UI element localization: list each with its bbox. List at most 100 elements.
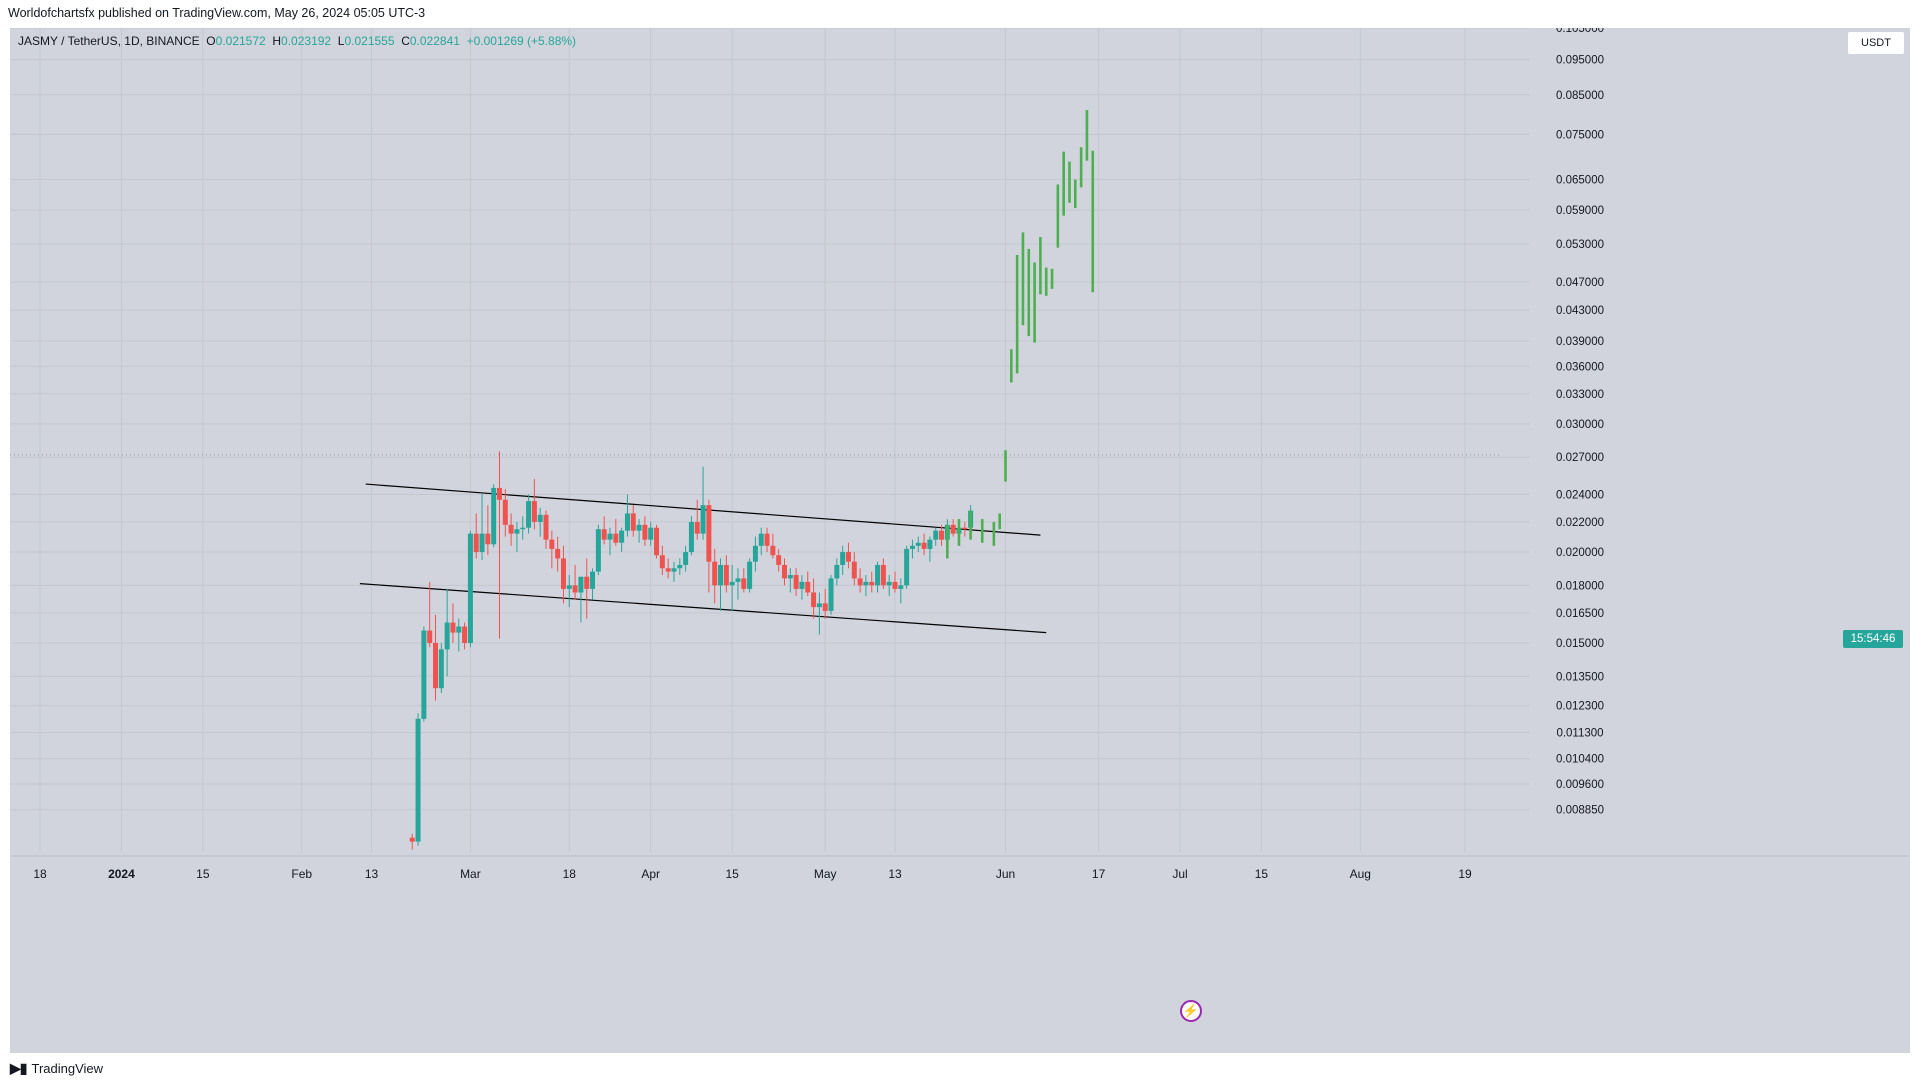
candle-body bbox=[526, 501, 532, 528]
candle-body bbox=[752, 545, 758, 562]
candle bbox=[770, 533, 776, 559]
legend-high-label: H bbox=[272, 34, 282, 48]
candle bbox=[479, 494, 485, 561]
candle-body bbox=[683, 552, 689, 565]
candle bbox=[822, 588, 828, 619]
candle bbox=[578, 576, 584, 623]
candle-body bbox=[560, 558, 566, 589]
time-tick-label: May bbox=[814, 867, 837, 881]
candle-body bbox=[828, 578, 834, 611]
grid bbox=[10, 27, 1530, 857]
candle-body bbox=[456, 626, 462, 633]
candle-body bbox=[758, 533, 764, 546]
candle bbox=[886, 574, 892, 597]
candle-body bbox=[886, 581, 892, 586]
price-tick-label: 0.095000 bbox=[1556, 55, 1604, 67]
candle bbox=[572, 564, 578, 600]
candle-body bbox=[805, 581, 811, 593]
candle-body bbox=[496, 487, 502, 500]
candle bbox=[473, 513, 479, 559]
chart-frame[interactable]: 0.105000 0.095000 0.085000 0.075000 0.065000… bbox=[10, 23, 1910, 1053]
candle-body bbox=[450, 622, 456, 633]
price-tick-label: 0.008850 bbox=[1556, 805, 1604, 817]
candle-body bbox=[491, 487, 497, 545]
candle bbox=[828, 574, 834, 615]
candle bbox=[706, 499, 712, 593]
candle bbox=[939, 524, 945, 546]
candle-body bbox=[741, 578, 747, 589]
legend-open-label: O bbox=[206, 34, 216, 48]
candle-body bbox=[892, 581, 898, 589]
candle bbox=[613, 519, 619, 546]
candle-body bbox=[712, 561, 718, 586]
candle-body bbox=[915, 542, 921, 546]
candle-body bbox=[479, 533, 485, 553]
candle bbox=[560, 545, 566, 604]
candle bbox=[496, 451, 502, 639]
candle bbox=[485, 505, 491, 556]
candle-body bbox=[921, 542, 927, 549]
legend-open: 0.021572 bbox=[215, 34, 266, 48]
candle bbox=[712, 548, 718, 604]
candle-body bbox=[880, 564, 886, 586]
legend-high: 0.023192 bbox=[281, 34, 332, 48]
currency-button[interactable]: USDT bbox=[1847, 31, 1905, 55]
candle bbox=[933, 527, 939, 546]
price-tick-label: 0.105000 bbox=[1556, 28, 1604, 35]
candle bbox=[630, 505, 636, 537]
candle bbox=[555, 536, 561, 572]
candle bbox=[601, 516, 607, 545]
candle bbox=[729, 564, 735, 611]
candle bbox=[444, 588, 450, 677]
candle-body bbox=[590, 571, 596, 589]
candle-body bbox=[811, 592, 817, 608]
legend-low-label: L bbox=[337, 34, 345, 48]
candle-body bbox=[875, 564, 881, 586]
time-tick-label: Aug bbox=[1350, 867, 1371, 881]
candle bbox=[764, 527, 770, 553]
candle-body bbox=[427, 630, 433, 643]
candle-body bbox=[787, 574, 793, 579]
candle-body bbox=[485, 533, 491, 545]
candle bbox=[909, 539, 915, 559]
candle bbox=[514, 521, 520, 553]
price-tick-label: 0.065000 bbox=[1556, 175, 1604, 187]
candle-body bbox=[444, 622, 450, 650]
candle-body bbox=[706, 505, 712, 562]
candle-body bbox=[700, 505, 706, 534]
candle-body bbox=[863, 581, 869, 586]
candle-body bbox=[409, 837, 415, 842]
price-axis: 0.105000 0.095000 0.085000 0.075000 0.065000… bbox=[1530, 23, 1910, 857]
candle-body bbox=[816, 603, 822, 608]
published-by-text: Worldofchartsfx published on TradingView… bbox=[8, 6, 426, 20]
candle bbox=[671, 561, 677, 582]
candle-body bbox=[520, 527, 526, 530]
time-tick-label: 15 bbox=[725, 867, 739, 881]
candle bbox=[811, 578, 817, 619]
price-tick-label: 0.009600 bbox=[1556, 779, 1604, 791]
candle-body bbox=[648, 527, 654, 540]
candle bbox=[747, 558, 753, 593]
candle bbox=[619, 527, 625, 553]
candle-body bbox=[909, 545, 915, 549]
lightning-icon[interactable]: ⚡ bbox=[1180, 1000, 1202, 1022]
candle-body bbox=[781, 564, 787, 579]
candle-body bbox=[584, 576, 590, 589]
candle bbox=[549, 530, 555, 569]
candle-body bbox=[613, 533, 619, 543]
candle bbox=[962, 521, 968, 537]
candle bbox=[531, 479, 537, 530]
time-tick-label: 18 bbox=[563, 867, 577, 881]
footer-brand[interactable]: ▶▮ TradingView bbox=[10, 1060, 103, 1077]
candle-body bbox=[421, 630, 427, 719]
price-tick-label: 0.011300 bbox=[1556, 727, 1603, 739]
candle-body bbox=[473, 533, 479, 553]
time-tick-label: 15 bbox=[196, 867, 210, 881]
candle bbox=[520, 516, 526, 540]
candle bbox=[950, 519, 956, 537]
price-chart[interactable]: 0.105000 0.095000 0.085000 0.075000 0.065000… bbox=[10, 23, 1910, 1053]
candle bbox=[584, 558, 590, 619]
candle-body bbox=[927, 539, 933, 549]
symbol-legend: JASMY / TetherUS, 1D, BINANCE O0.021572 … bbox=[18, 34, 576, 48]
price-tick-label: 0.059000 bbox=[1556, 205, 1604, 217]
